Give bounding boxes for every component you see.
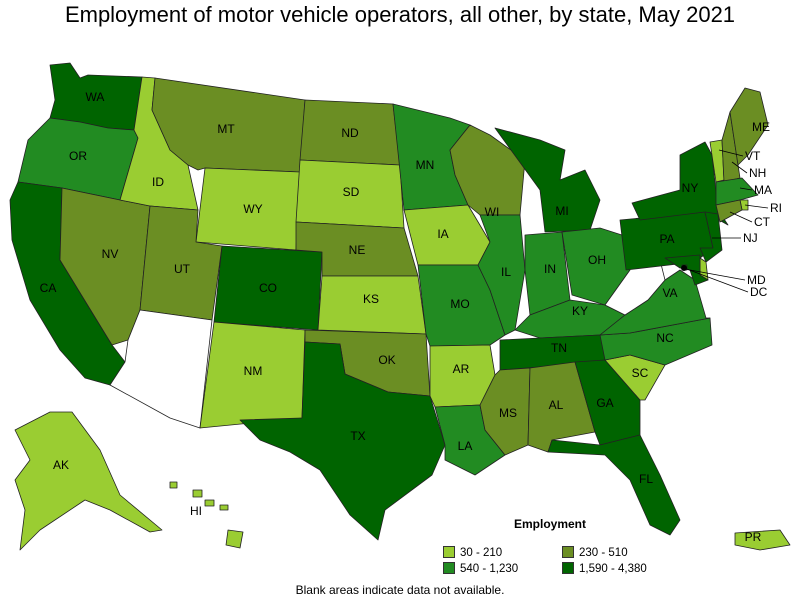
state-label-wa: WA	[86, 90, 105, 104]
state-tx	[239, 341, 446, 541]
state-label-sd: SD	[343, 185, 360, 199]
state-label-ok: OK	[378, 353, 395, 367]
state-ak	[14, 411, 163, 551]
state-label-al: AL	[549, 398, 564, 412]
legend-swatch	[562, 562, 574, 574]
state-label-in: IN	[544, 262, 556, 276]
state-label-va: VA	[662, 286, 677, 300]
legend-title: Employment	[513, 517, 586, 531]
state-label-hi: HI	[190, 504, 202, 518]
state-pr	[734, 529, 791, 551]
state-label-ga: GA	[596, 396, 613, 410]
state-label-ia: IA	[437, 227, 448, 241]
state-label-ky: KY	[572, 304, 588, 318]
state-label-nj: NJ	[743, 231, 758, 245]
legend-swatch	[562, 546, 574, 558]
state-label-mo: MO	[450, 297, 469, 311]
state-label-ca: CA	[40, 281, 57, 295]
state-az	[109, 309, 213, 429]
state-label-la: LA	[458, 439, 473, 453]
state-label-wy: WY	[243, 202, 262, 216]
state-il	[477, 214, 526, 336]
state-label-id: ID	[152, 175, 164, 189]
state-label-oh: OH	[588, 253, 606, 267]
state-label-ar: AR	[453, 362, 470, 376]
state-label-nc: NC	[656, 331, 674, 345]
page-title: Employment of motor vehicle operators, a…	[64, 2, 736, 27]
state-ma	[715, 177, 759, 206]
state-label-ut: UT	[174, 262, 191, 276]
leader-line-ri	[744, 204, 769, 209]
state-me	[729, 87, 769, 166]
state-label-ny: NY	[682, 181, 699, 195]
state-hi	[192, 489, 203, 498]
state-hi	[225, 529, 244, 549]
state-label-ak: AK	[53, 458, 69, 472]
legend-item: 30 - 210	[443, 546, 502, 560]
state-label-mn: MN	[416, 158, 435, 172]
state-hi	[204, 499, 215, 507]
state-mi	[494, 127, 601, 233]
leader-line-md	[689, 269, 746, 281]
state-label-vt: VT	[745, 149, 761, 163]
state-label-me: ME	[752, 120, 770, 134]
leader-line-dc	[683, 267, 749, 293]
state-label-mi: MI	[555, 204, 568, 218]
state-label-il: IL	[501, 265, 511, 279]
state-label-pr: PR	[745, 530, 762, 544]
state-hi	[219, 504, 229, 511]
state-ct	[715, 199, 743, 223]
state-labels: WA OR CA NV ID MT WY UT CO NM ND SD NE KS OK TX MN IA MO AR…	[40, 90, 782, 544]
leader-line-ct	[729, 211, 753, 223]
state-label-pa: PA	[659, 232, 674, 246]
state-label-or: OR	[69, 149, 87, 163]
legend-swatch	[443, 562, 455, 574]
legend-item: 540 - 1,230	[443, 562, 518, 576]
leader-line-ma	[739, 187, 753, 191]
state-label-nd: ND	[341, 126, 359, 140]
state-label-tn: TN	[551, 341, 567, 355]
state-label-nv: NV	[102, 247, 119, 261]
state-label-nm: NM	[244, 364, 263, 378]
state-label-wi: WI	[485, 205, 500, 219]
leader-line-vt	[718, 149, 744, 157]
state-label-tx: TX	[350, 429, 365, 443]
state-label-ne: NE	[349, 243, 366, 257]
legend-swatch	[443, 546, 455, 558]
legend-item: 1,590 - 4,380	[562, 562, 647, 576]
footnote: Blank areas indicate data not available.	[295, 583, 505, 597]
state-label-ma: MA	[754, 183, 772, 197]
state-label-sc: SC	[632, 366, 649, 380]
state-label-nh: NH	[749, 166, 766, 180]
state-label-ct: CT	[754, 215, 771, 229]
dc-marker	[681, 265, 687, 271]
state-label-ri: RI	[770, 201, 782, 215]
legend-item: 230 - 510	[562, 546, 628, 560]
state-label-ms: MS	[499, 406, 517, 420]
state-label-md: MD	[747, 273, 766, 287]
state-label-dc: DC	[750, 285, 768, 299]
state-ny	[631, 141, 729, 226]
state-label-co: CO	[259, 281, 277, 295]
state-label-ks: KS	[363, 292, 379, 306]
state-hi	[169, 481, 178, 489]
state-label-mt: MT	[217, 122, 235, 136]
state-label-fl: FL	[639, 472, 653, 486]
state-fl	[547, 434, 681, 536]
leader-line-nh	[731, 161, 748, 174]
